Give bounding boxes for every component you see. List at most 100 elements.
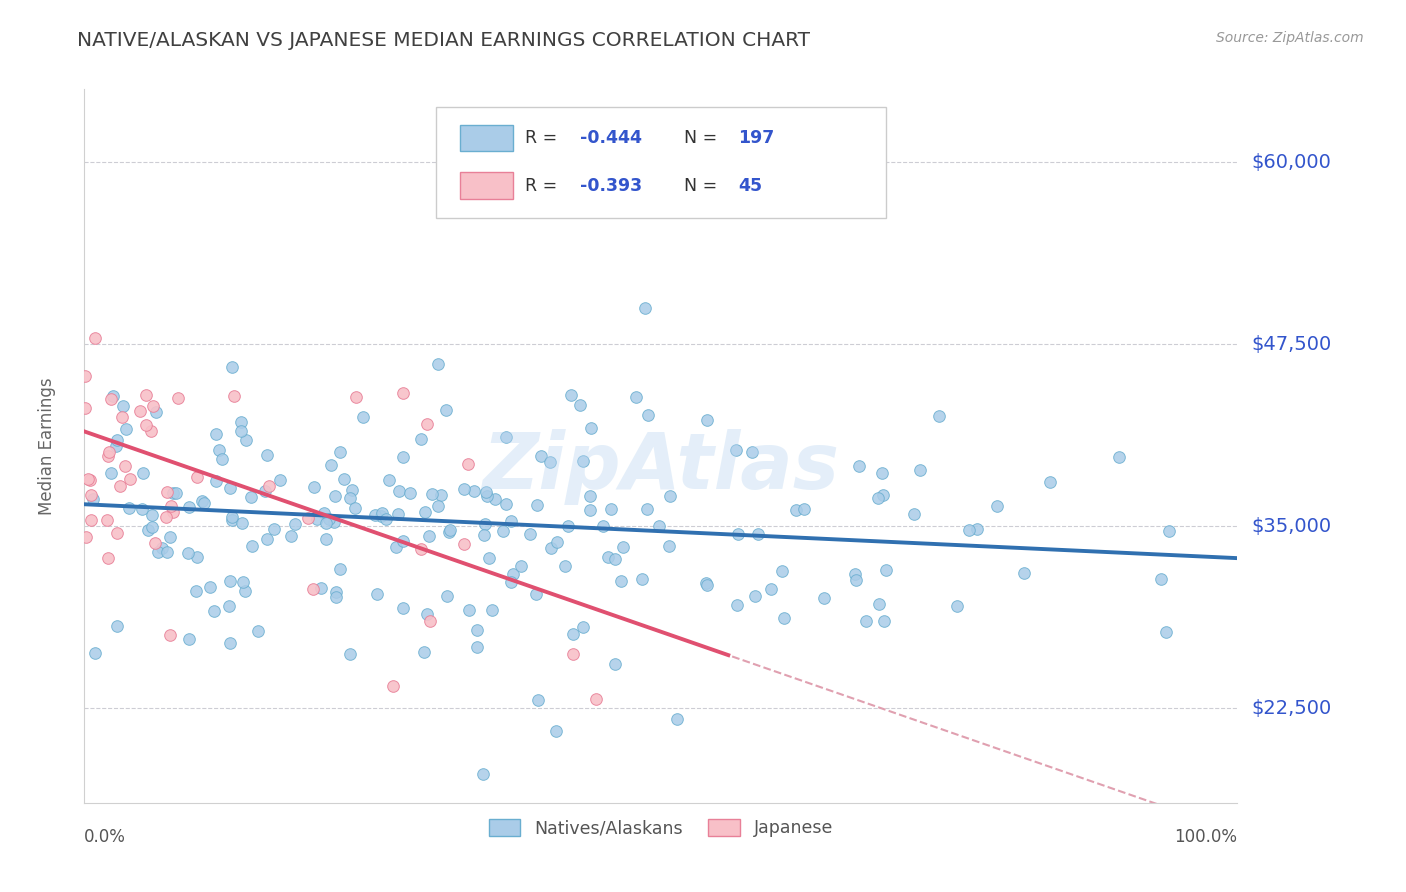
Point: [538, 455, 561, 469]
Point: [398, 486, 420, 500]
Point: [364, 508, 387, 523]
Point: [339, 491, 361, 505]
Point: [569, 398, 592, 412]
Point: [453, 482, 475, 496]
Point: [101, 389, 124, 403]
Point: [177, 500, 200, 514]
Point: [600, 502, 623, 516]
Point: [333, 472, 356, 486]
Text: R =: R =: [524, 128, 562, 146]
Point: [392, 450, 415, 465]
Point: [240, 539, 263, 553]
Point: [80, 488, 103, 502]
Point: [319, 458, 342, 472]
Point: [908, 463, 931, 477]
Point: [315, 516, 337, 530]
Text: Source: ZipAtlas.com: Source: ZipAtlas.com: [1216, 31, 1364, 45]
Point: [256, 448, 278, 462]
Point: [105, 619, 128, 633]
Point: [631, 572, 654, 586]
Point: [177, 632, 200, 647]
Point: [495, 430, 517, 444]
Point: [872, 466, 894, 480]
Point: [84, 331, 107, 345]
Point: [222, 389, 245, 403]
Point: [131, 502, 153, 516]
Point: [280, 529, 302, 543]
Point: [132, 466, 155, 480]
Text: 100.0%: 100.0%: [1174, 828, 1237, 846]
Point: [146, 544, 169, 558]
Point: [135, 387, 157, 401]
Point: [411, 432, 433, 446]
Point: [1039, 475, 1062, 489]
Point: [232, 574, 254, 589]
Point: [1157, 524, 1180, 539]
FancyBboxPatch shape: [460, 125, 513, 151]
Point: [436, 590, 458, 604]
Point: [301, 582, 323, 596]
Point: [352, 410, 374, 425]
Point: [770, 564, 793, 578]
Point: [966, 522, 988, 536]
Point: [155, 544, 177, 558]
Point: [239, 490, 262, 504]
Point: [579, 503, 602, 517]
Point: [97, 551, 120, 566]
Point: [793, 502, 815, 516]
Point: [233, 583, 256, 598]
Point: [198, 580, 221, 594]
Point: [253, 483, 276, 498]
Point: [143, 535, 166, 549]
Point: [162, 505, 184, 519]
Point: [527, 693, 550, 707]
Point: [381, 679, 404, 693]
Text: -0.444: -0.444: [581, 128, 643, 146]
Text: R =: R =: [524, 177, 562, 194]
Point: [150, 541, 173, 556]
Point: [166, 391, 188, 405]
Point: [561, 627, 583, 641]
Point: [114, 459, 136, 474]
Point: [579, 420, 602, 434]
Point: [612, 541, 634, 555]
Point: [873, 615, 896, 629]
Point: [257, 479, 280, 493]
Point: [339, 647, 361, 661]
Point: [329, 444, 352, 458]
Point: [110, 410, 132, 425]
Point: [184, 584, 207, 599]
Point: [302, 480, 325, 494]
Point: [472, 528, 495, 542]
Point: [465, 623, 488, 637]
Point: [118, 501, 141, 516]
Point: [492, 524, 515, 539]
Point: [572, 454, 595, 468]
Point: [637, 409, 659, 423]
Point: [159, 628, 181, 642]
Point: [419, 614, 441, 628]
Point: [413, 505, 436, 519]
Text: N =: N =: [683, 177, 723, 194]
Point: [165, 485, 187, 500]
Point: [634, 301, 657, 316]
Point: [191, 493, 214, 508]
Point: [343, 500, 366, 515]
Point: [495, 498, 517, 512]
Point: [420, 487, 443, 501]
Point: [105, 433, 128, 447]
Point: [118, 472, 141, 486]
Point: [481, 603, 503, 617]
Point: [457, 602, 479, 616]
Point: [418, 529, 440, 543]
Point: [135, 418, 157, 433]
Point: [218, 574, 240, 589]
Point: [221, 513, 243, 527]
Point: [605, 552, 627, 566]
Point: [603, 657, 626, 672]
Point: [76, 472, 98, 486]
Point: [430, 488, 453, 502]
FancyBboxPatch shape: [460, 172, 513, 199]
Point: [159, 530, 181, 544]
Point: [416, 607, 439, 621]
